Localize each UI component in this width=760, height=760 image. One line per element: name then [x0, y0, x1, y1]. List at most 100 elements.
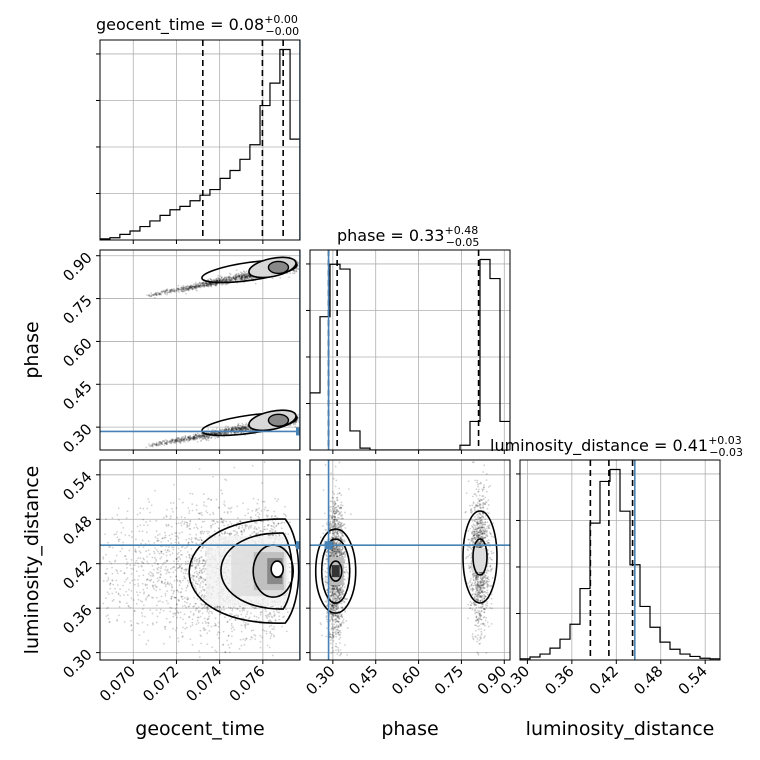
sample-point — [235, 278, 238, 281]
sample-point — [155, 444, 158, 446]
sample-point — [199, 576, 201, 578]
sample-point — [154, 293, 157, 295]
sample-point — [210, 436, 213, 438]
sample-point — [237, 274, 240, 277]
sample-point — [118, 519, 120, 521]
sample-point — [219, 279, 221, 281]
sample-point — [246, 273, 249, 276]
sample-point — [230, 431, 232, 434]
sample-point — [234, 278, 237, 281]
sample-point — [236, 274, 239, 277]
sample-point — [156, 604, 158, 607]
sample-point — [184, 439, 187, 442]
sample-point — [201, 283, 204, 285]
sample-point — [186, 288, 189, 290]
sample-point — [236, 274, 239, 277]
sample-point — [234, 279, 237, 282]
sample-point — [219, 275, 222, 278]
sample-point — [295, 269, 297, 272]
sample-point — [270, 515, 273, 518]
sample-point — [239, 428, 241, 431]
sample-point — [211, 523, 214, 526]
sample-point — [177, 537, 180, 539]
sample-point — [244, 615, 247, 618]
sample-point — [137, 565, 140, 568]
sample-point — [120, 531, 123, 534]
contour — [267, 413, 290, 427]
sample-point — [201, 435, 204, 437]
sample-point — [165, 515, 168, 517]
sample-point — [246, 426, 248, 429]
sample-point — [177, 287, 180, 290]
sample-point — [215, 433, 218, 435]
sample-point — [152, 573, 154, 575]
sample-point — [173, 612, 176, 615]
sample-point — [189, 520, 192, 523]
sample-point — [234, 278, 237, 281]
sample-point — [141, 561, 144, 564]
sample-point — [116, 530, 118, 533]
sample-point — [125, 563, 128, 566]
sample-point — [274, 515, 276, 518]
sample-point — [166, 441, 169, 443]
sample-point — [269, 632, 272, 635]
sample-point — [240, 277, 243, 279]
sample-point — [192, 612, 195, 615]
histogram-bar — [180, 206, 190, 240]
sample-point — [177, 284, 180, 287]
sample-point — [200, 282, 203, 285]
sample-point — [242, 277, 245, 280]
sample-point — [181, 439, 183, 441]
sample-point — [217, 527, 220, 529]
sample-point — [196, 435, 199, 438]
sample-point — [143, 591, 146, 594]
sample-point — [235, 429, 238, 431]
sample-point — [227, 426, 229, 429]
sample-point — [164, 290, 167, 293]
sample-point — [180, 436, 183, 439]
sample-point — [190, 285, 192, 288]
sample-point — [193, 285, 196, 288]
sample-point — [244, 624, 247, 626]
sample-point — [185, 521, 188, 524]
sample-point — [209, 524, 212, 527]
sample-point — [84, 581, 86, 583]
sample-point — [146, 555, 148, 558]
sample-point — [151, 444, 154, 447]
panel-geocent_time-geocent_time — [100, 40, 300, 240]
sample-point — [294, 271, 296, 273]
sample-point — [185, 539, 188, 541]
sample-point — [241, 278, 243, 281]
sample-point — [244, 276, 247, 278]
sample-point — [129, 564, 132, 567]
sample-point — [243, 276, 246, 279]
sample-point — [131, 579, 134, 582]
sample-point — [151, 565, 154, 567]
sample-point — [266, 644, 269, 647]
sample-point — [269, 619, 271, 622]
sample-point — [244, 428, 247, 431]
sample-point — [203, 285, 205, 288]
sample-point — [169, 289, 172, 291]
sample-point — [196, 616, 199, 619]
sample-point — [239, 427, 242, 430]
sample-point — [236, 428, 239, 431]
sample-point — [224, 531, 226, 534]
sample-point — [193, 437, 196, 439]
sample-point — [243, 274, 245, 277]
sample-point — [154, 292, 157, 295]
sample-point — [182, 635, 184, 638]
sample-point — [235, 426, 238, 429]
sample-point — [231, 278, 234, 280]
sample-point — [193, 597, 196, 599]
sample-point — [164, 438, 167, 441]
sample-point — [218, 527, 220, 530]
sample-point — [203, 435, 206, 438]
sample-point — [175, 438, 178, 441]
sample-point — [169, 291, 171, 294]
sample-point — [202, 282, 205, 285]
sample-point — [255, 533, 258, 536]
sample-point — [164, 442, 166, 445]
sample-point — [158, 293, 161, 295]
sample-point — [210, 526, 212, 529]
